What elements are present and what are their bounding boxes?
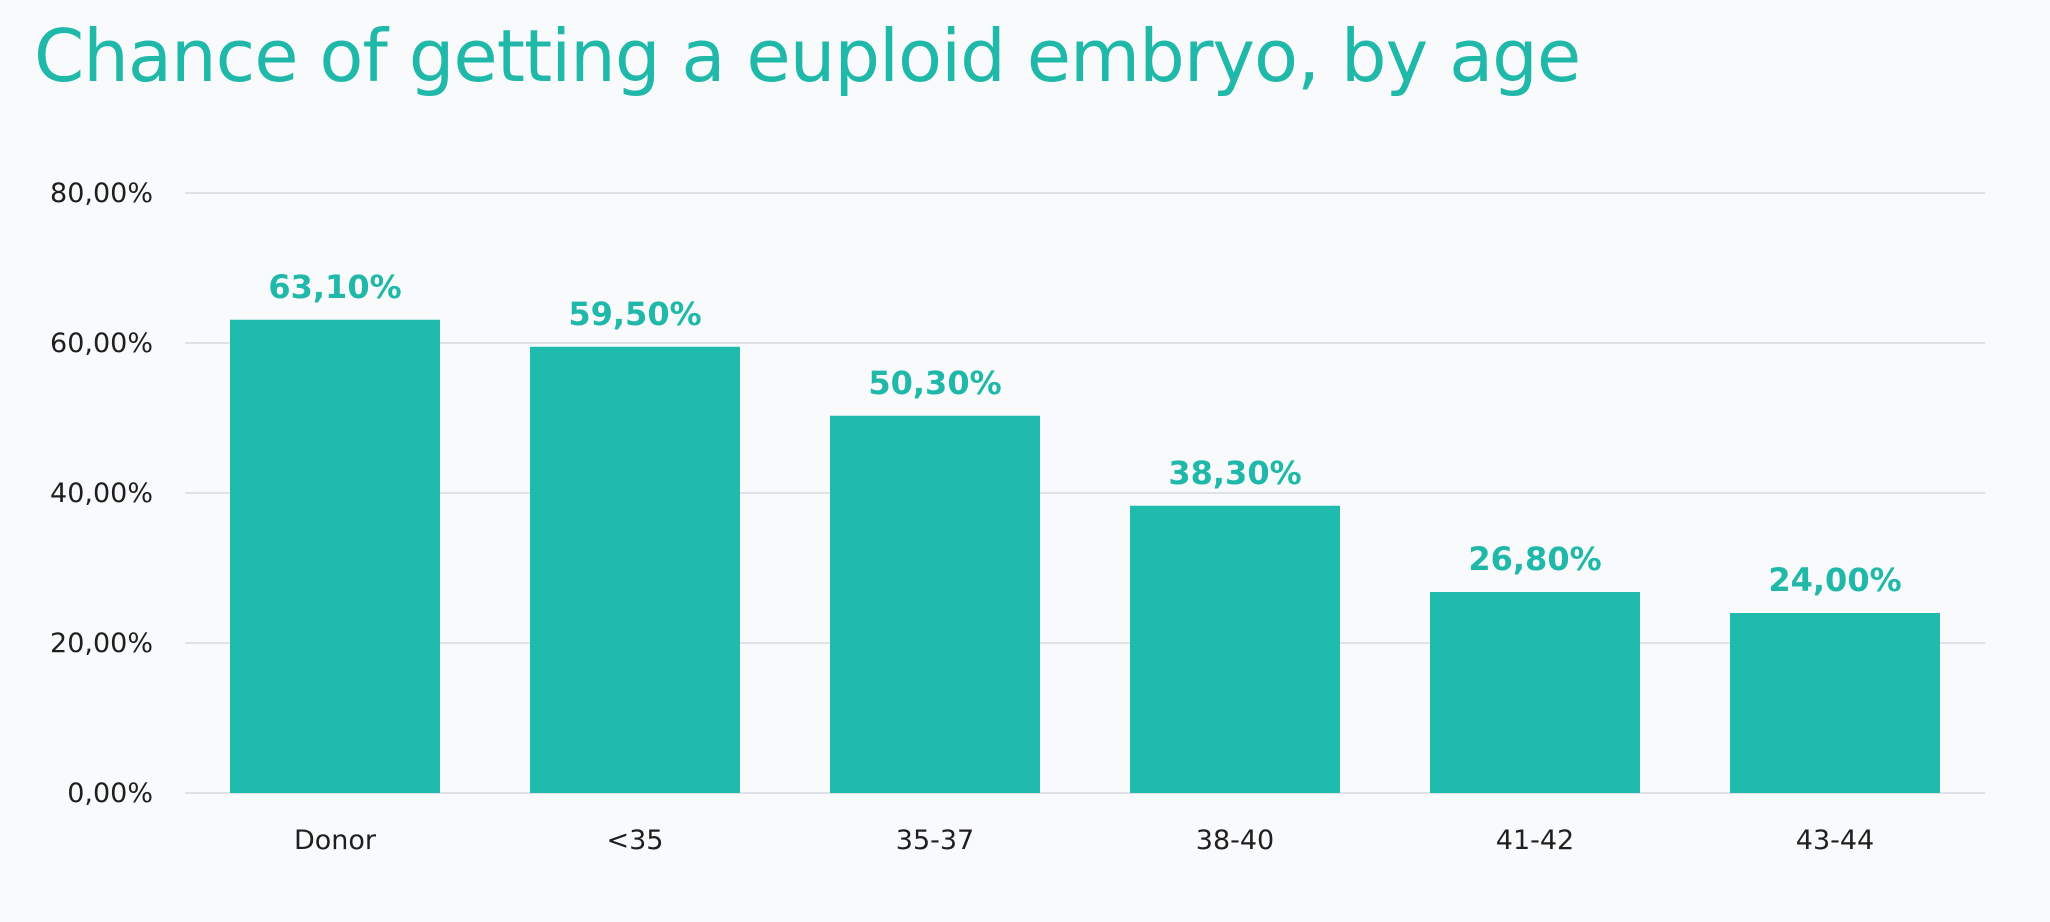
data-label: 24,00% <box>1768 561 1901 599</box>
x-tick-label: 41-42 <box>1496 825 1574 856</box>
bar <box>1130 505 1340 793</box>
bar <box>1430 592 1640 793</box>
data-label: 26,80% <box>1468 540 1601 578</box>
bar <box>830 415 1040 793</box>
y-tick-label: 0,00% <box>67 778 153 809</box>
bar <box>230 319 440 793</box>
x-tick-label: 38-40 <box>1196 825 1274 856</box>
data-labels: 63,10% 59,50% 50,30% 38,30% 26,80% 24,00% <box>268 268 1901 599</box>
bar <box>530 346 740 793</box>
x-tick-label: 43-44 <box>1796 825 1874 856</box>
bar <box>1730 613 1940 793</box>
y-tick-label: 60,00% <box>50 328 153 359</box>
chart-title: Chance of getting a euploid embryo, by a… <box>34 14 1581 98</box>
data-label: 50,30% <box>868 364 1001 402</box>
gridlines <box>185 192 1985 794</box>
x-tick-label: <35 <box>607 825 664 856</box>
bars <box>230 319 1940 793</box>
y-tick-label: 40,00% <box>50 478 153 509</box>
data-label: 63,10% <box>268 268 401 306</box>
data-label: 38,30% <box>1168 454 1301 492</box>
x-tick-label: 35-37 <box>896 825 974 856</box>
x-tick-label: Donor <box>294 825 377 856</box>
y-tick-label: 20,00% <box>50 628 153 659</box>
x-axis-tick-labels: Donor <35 35-37 38-40 41-42 43-44 <box>294 825 1874 856</box>
y-axis-tick-labels: 0,00% 20,00% 40,00% 60,00% 80,00% <box>50 178 153 809</box>
data-label: 59,50% <box>568 295 701 333</box>
y-tick-label: 80,00% <box>50 178 153 209</box>
